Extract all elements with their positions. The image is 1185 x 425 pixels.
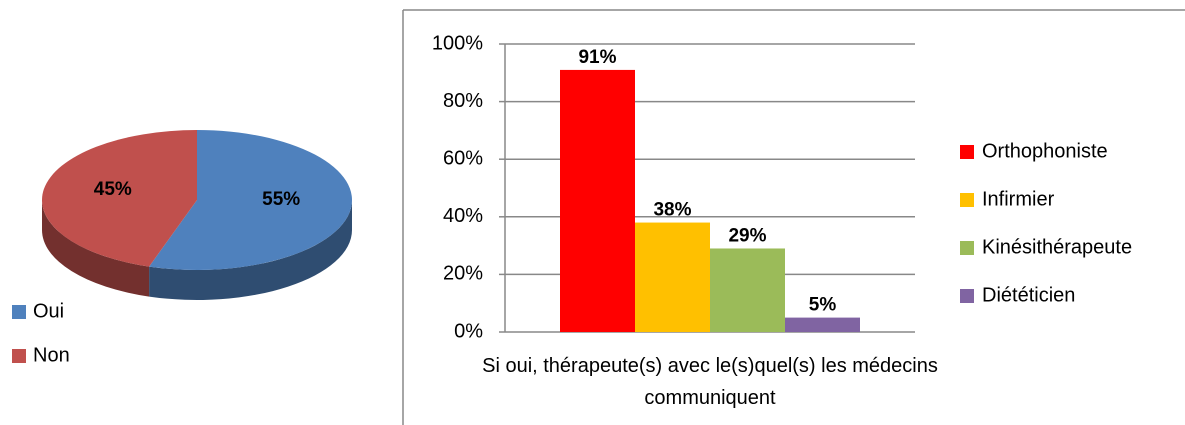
y-tick-label: 100% xyxy=(432,32,483,54)
bar xyxy=(785,317,860,332)
legend-label: Diététicien xyxy=(982,284,1075,306)
legend-swatch xyxy=(960,241,974,255)
y-tick-label: 40% xyxy=(443,205,483,227)
legend-label: Infirmier xyxy=(982,188,1055,210)
legend-swatch xyxy=(12,305,26,319)
legend-swatch xyxy=(12,349,26,363)
legend-swatch xyxy=(960,193,974,207)
pie-side xyxy=(149,200,352,300)
bar xyxy=(635,222,710,332)
bar xyxy=(560,69,635,333)
bar-value-label: 38% xyxy=(653,200,691,221)
bar xyxy=(710,248,785,332)
bar-value-label: 5% xyxy=(809,295,837,316)
y-tick-label: 60% xyxy=(443,147,483,169)
legend-label: Oui xyxy=(33,300,64,322)
bar-value-label: 29% xyxy=(728,225,766,246)
pie-value-label: 55% xyxy=(262,189,300,210)
pie-slice xyxy=(149,130,353,270)
legend-label: Non xyxy=(33,344,70,366)
bar-value-label: 91% xyxy=(578,47,616,68)
legend-swatch xyxy=(960,145,974,159)
legend-label: Kinésithérapeute xyxy=(982,236,1132,258)
legend-label: Orthophoniste xyxy=(982,140,1108,162)
category-label-box: Si oui, thérapeute(s) avec le(s)quel(s) … xyxy=(482,355,938,409)
pie-value-label: 45% xyxy=(94,179,132,200)
pie-slice xyxy=(42,130,197,267)
pie-side xyxy=(42,200,150,297)
x-category-label: Si oui, thérapeute(s) avec le(s)quel(s) … xyxy=(482,355,938,409)
y-tick-label: 0% xyxy=(454,320,483,342)
y-tick-label: 20% xyxy=(443,263,483,285)
legend-swatch xyxy=(960,289,974,303)
y-tick-label: 80% xyxy=(443,90,483,112)
